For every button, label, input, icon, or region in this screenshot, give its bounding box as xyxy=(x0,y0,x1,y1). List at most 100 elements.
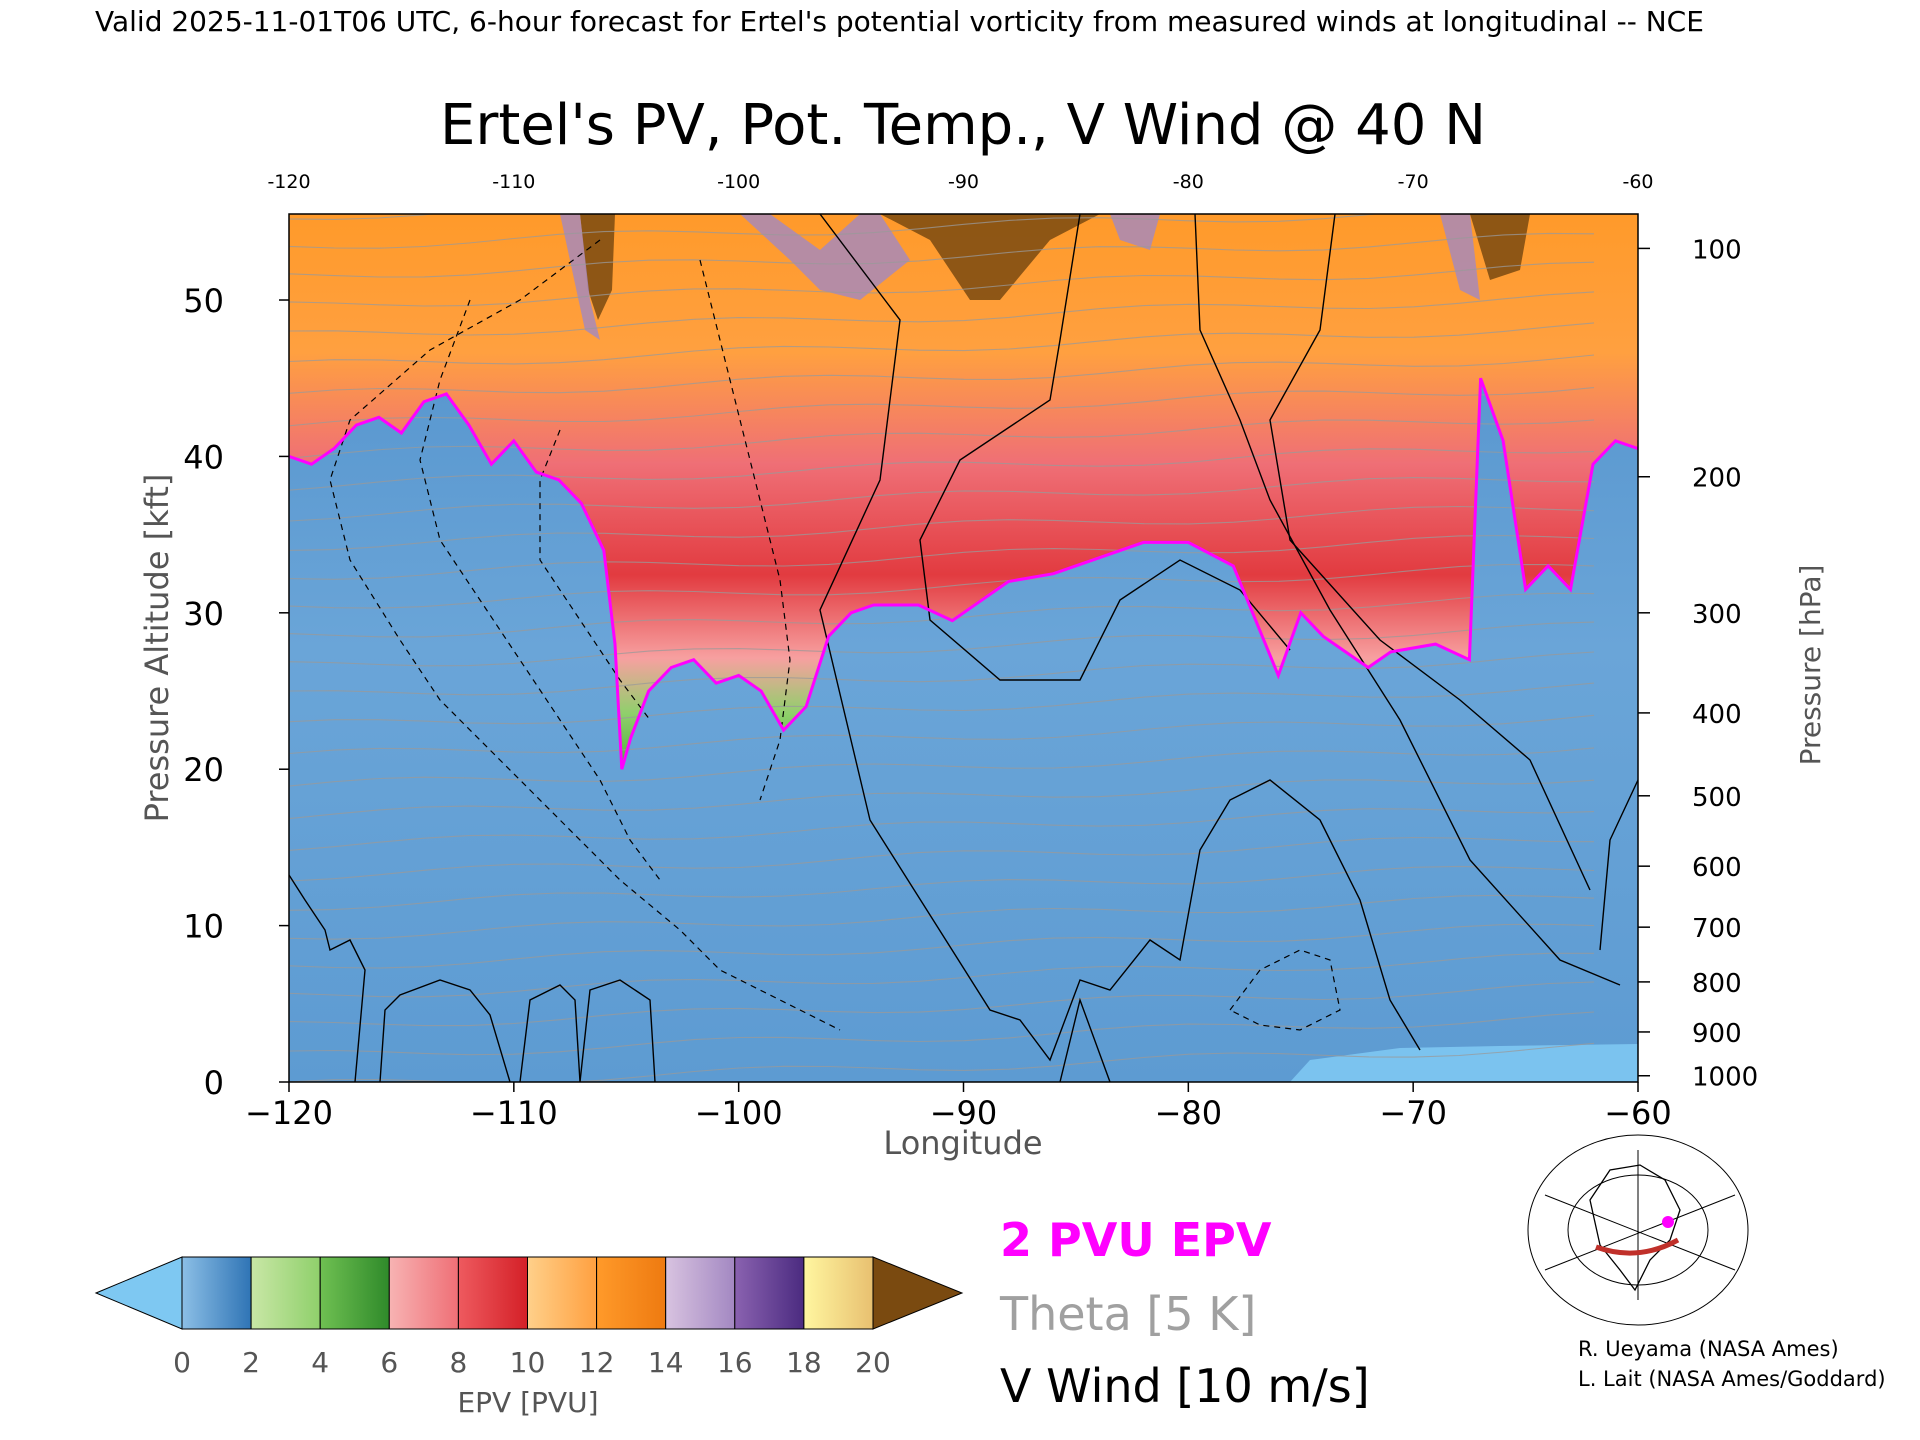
colorbar-tick-label: 8 xyxy=(449,1346,467,1379)
theta-contour xyxy=(289,592,1595,638)
credit-lait: L. Lait (NASA Ames/Goddard) xyxy=(1578,1367,1886,1391)
theta-contour xyxy=(289,981,1595,1027)
colorbar-segment xyxy=(527,1256,598,1330)
pressure-tick-label: 500 xyxy=(1692,783,1742,813)
theta-contour xyxy=(289,354,1595,396)
theta-contour xyxy=(289,505,1595,551)
v-wind-contour xyxy=(819,214,1421,1062)
colorbar-segment xyxy=(250,1256,321,1330)
colorbar-tick-label: 0 xyxy=(173,1346,191,1379)
v-wind-contour xyxy=(519,984,581,1082)
colorbar-tick-label: 2 xyxy=(242,1346,260,1379)
theta-contour xyxy=(289,894,1595,940)
v-wind-contour-negative xyxy=(329,239,841,1031)
colorbar-segment xyxy=(388,1256,459,1330)
theta-contours xyxy=(289,214,1595,1082)
pressure-axis: 100 200 300 400 500 600 700 800 900 1000 xyxy=(1638,235,1758,1093)
x-tick-label: −100 xyxy=(695,1094,783,1132)
colorbar-over-triangle xyxy=(872,1256,964,1330)
colorbar-segment xyxy=(596,1256,667,1330)
colorbar: 0 2 4 6 8 10 12 14 16 18 20 EPV [PVU] xyxy=(94,1256,964,1419)
theta-contour xyxy=(289,563,1595,609)
colorbar-label: EPV [PVU] xyxy=(457,1386,598,1419)
theta-contour xyxy=(289,1042,1595,1082)
pressure-tick-label: 100 xyxy=(1692,235,1742,265)
theta-contour xyxy=(289,808,1595,851)
legend-vwind: V Wind [10 m/s] xyxy=(1000,1359,1370,1413)
x-tick-label: −80 xyxy=(1155,1094,1223,1132)
theta-contour xyxy=(289,261,1595,307)
x-tick-label: −90 xyxy=(930,1094,998,1132)
colorbar-segment xyxy=(457,1256,528,1330)
colorbar-segments xyxy=(181,1256,874,1330)
credit-ueyama: R. Ueyama (NASA Ames) xyxy=(1578,1337,1839,1361)
colorbar-tick-label: 20 xyxy=(855,1346,891,1379)
y-tick-label: 40 xyxy=(183,438,224,476)
top-tick-label: -70 xyxy=(1398,171,1429,193)
theta-contour xyxy=(289,419,1595,459)
top-tick-label: -110 xyxy=(492,171,535,193)
theta-contour xyxy=(289,291,1595,336)
theta-contour xyxy=(289,232,1595,278)
theta-contour xyxy=(289,1011,1595,1056)
map-icon xyxy=(1527,1134,1749,1326)
colorbar-segment xyxy=(734,1256,805,1330)
x-axis-label: Longitude xyxy=(883,1124,1042,1162)
legend: 2 PVU EPV Theta [5 K] V Wind [10 m/s] xyxy=(999,1213,1370,1413)
pressure-tick-label: 1000 xyxy=(1692,1063,1758,1093)
theta-contour xyxy=(289,747,1595,787)
colorbar-segment xyxy=(803,1256,874,1330)
colorbar-tick-label: 10 xyxy=(510,1346,546,1379)
pressure-tick-label: 700 xyxy=(1692,914,1742,944)
stratosphere-field xyxy=(289,214,1638,770)
theta-contour xyxy=(289,682,1595,726)
y-tick-label: 50 xyxy=(183,282,224,320)
colorbar-tick-label: 18 xyxy=(786,1346,822,1379)
pressure-tick-label: 400 xyxy=(1692,700,1742,730)
colorbar-segment xyxy=(665,1256,736,1330)
x-axis: −120 −110 −100 −90 −80 −70 −60 xyxy=(245,1082,1672,1132)
plot-area xyxy=(289,214,1638,1082)
colorbar-tick-label: 14 xyxy=(648,1346,684,1379)
v-wind-contour xyxy=(579,979,656,1082)
v-wind-contour xyxy=(1194,214,1621,986)
v-wind-contour xyxy=(919,214,1291,681)
surface-light-patch xyxy=(1290,1044,1638,1082)
theta-contour xyxy=(289,621,1595,667)
theta-contour xyxy=(289,448,1595,491)
upper-dark-band xyxy=(580,214,1530,320)
colorbar-tick-label: 4 xyxy=(311,1346,329,1379)
upper-violet-band xyxy=(560,214,1480,340)
colorbar-tick-label: 6 xyxy=(380,1346,398,1379)
v-wind-contours xyxy=(289,214,1638,1082)
x-tick-label: −60 xyxy=(1604,1094,1672,1132)
pressure-axis-label: Pressure [hPa] xyxy=(1794,565,1827,766)
colorbar-ticks: 0 2 4 6 8 10 12 14 16 18 20 xyxy=(173,1346,891,1379)
v-wind-contour-negative xyxy=(419,299,661,881)
colorbar-under-triangle xyxy=(94,1256,183,1330)
legend-epv: 2 PVU EPV xyxy=(1000,1213,1272,1267)
pressure-tick-label: 600 xyxy=(1692,853,1742,883)
v-wind-contour xyxy=(1269,214,1591,891)
theta-contour xyxy=(289,714,1595,756)
pressure-tick-label: 800 xyxy=(1692,969,1742,999)
2pvu-contour-line xyxy=(289,377,1638,770)
x-tick-label: −70 xyxy=(1379,1094,1447,1132)
top-axis: -120 -110 -100 -90 -80 -70 -60 xyxy=(267,171,1653,193)
colorbar-tick-label: 16 xyxy=(717,1346,753,1379)
legend-theta: Theta [5 K] xyxy=(999,1287,1256,1341)
top-tick-label: -120 xyxy=(267,171,310,193)
theta-contour xyxy=(289,923,1595,969)
v-wind-contour-negative xyxy=(1229,949,1341,1031)
top-tick-label: -100 xyxy=(717,171,760,193)
colorbar-segment xyxy=(319,1256,390,1330)
theta-contour xyxy=(289,387,1595,427)
y-tick-label: 20 xyxy=(183,751,224,789)
theta-contour xyxy=(289,865,1595,911)
theta-contour xyxy=(289,322,1595,366)
valid-time-header: Valid 2025-11-01T06 UTC, 6-hour forecast… xyxy=(95,5,1704,38)
v-wind-contour xyxy=(1059,997,1111,1082)
theta-contour xyxy=(289,952,1594,998)
colorbar-segment xyxy=(181,1256,252,1330)
v-wind-contour xyxy=(289,874,366,1082)
